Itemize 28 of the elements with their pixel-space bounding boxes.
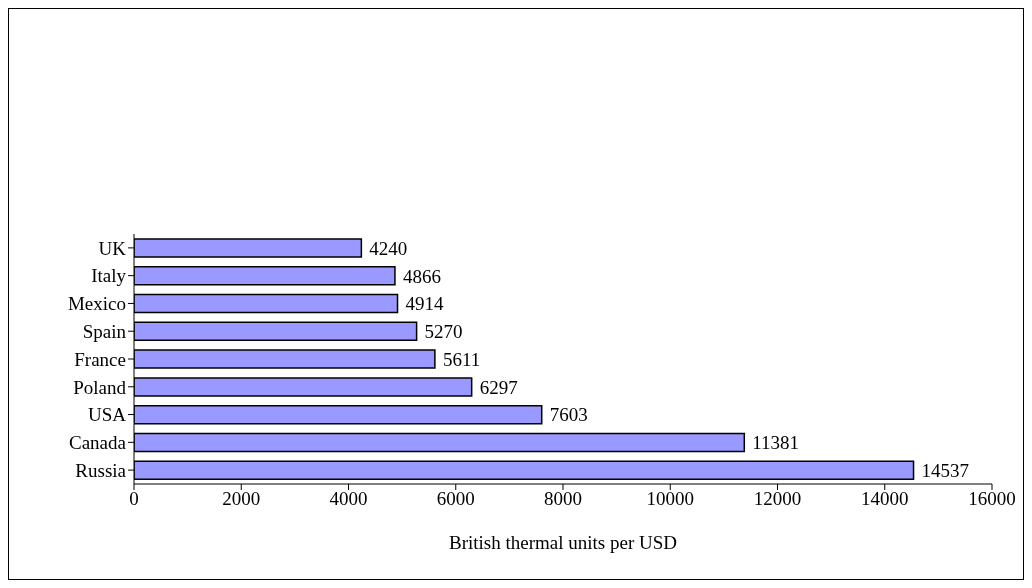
data-label: 4914 <box>405 293 445 315</box>
x-tick-label: 10000 <box>646 488 694 510</box>
data-label: 11381 <box>752 432 800 454</box>
data-label: 4866 <box>402 265 441 287</box>
y-tick-label: USA <box>87 404 127 426</box>
x-tick-label: 4000 <box>329 488 368 510</box>
data-label: 6297 <box>479 376 518 398</box>
y-tick-label: Mexico <box>67 293 126 315</box>
x-tick-label: 0 <box>129 488 139 510</box>
x-tick-label: 2000 <box>222 488 261 510</box>
y-tick-label: Poland <box>73 376 127 398</box>
data-label: 5270 <box>424 321 463 343</box>
y-tick-label: Italy <box>91 265 127 287</box>
x-tick-label: 14000 <box>861 488 909 510</box>
y-tick-label: Spain <box>82 320 127 342</box>
x-tick-label: 16000 <box>968 488 1016 510</box>
y-tick-label: Russia <box>75 459 127 481</box>
data-label: 5611 <box>442 348 481 370</box>
data-label: 7603 <box>549 404 588 426</box>
y-tick-label: France <box>74 348 126 370</box>
x-tick-label: 6000 <box>436 488 475 510</box>
y-tick-label: Canada <box>69 432 127 454</box>
x-tick-label: 12000 <box>753 488 802 510</box>
data-label: 4240 <box>369 237 408 259</box>
x-tick-label: 8000 <box>544 488 582 510</box>
x-axis-title: British thermal units per USD <box>449 532 677 553</box>
y-tick-label: UK <box>98 237 127 259</box>
data-label: 14537 <box>921 459 970 481</box>
